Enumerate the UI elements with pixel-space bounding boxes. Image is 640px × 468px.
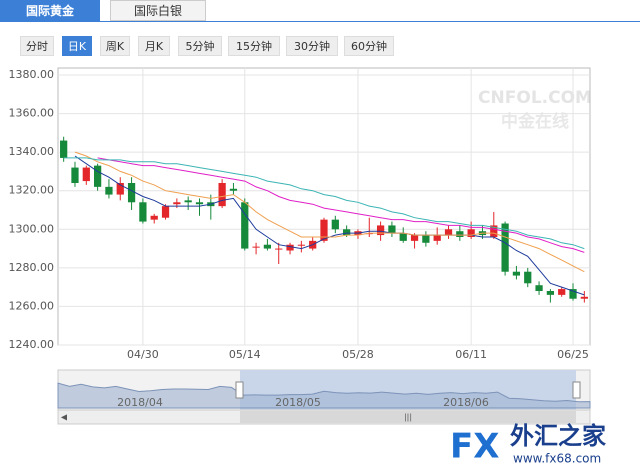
x-tick-label: 06/25 — [557, 348, 589, 361]
candle-body — [524, 271, 532, 284]
y-tick-label: 1380.00 — [9, 68, 55, 81]
watermark: 中金在线 — [501, 111, 569, 132]
candle-body — [546, 291, 555, 295]
navigator-label: 2018/05 — [275, 396, 321, 409]
candle-body — [218, 183, 226, 207]
navigator-label: 2018/06 — [443, 396, 489, 409]
candle-body — [105, 186, 113, 195]
x-tick-label: 05/28 — [342, 348, 374, 361]
candle-body — [331, 219, 339, 230]
candle-body — [422, 235, 430, 243]
candle-body — [161, 206, 170, 218]
candle-body — [569, 289, 577, 299]
candle-body — [456, 231, 464, 237]
candle-body — [195, 202, 204, 205]
candle-body — [501, 223, 509, 272]
plot-frame — [57, 67, 591, 346]
scrollbar-thumb[interactable] — [240, 411, 576, 423]
navigator-handle[interactable] — [572, 381, 581, 399]
period-button[interactable]: 月K — [138, 36, 170, 56]
candle-body — [365, 233, 373, 235]
navigator-handle[interactable] — [235, 381, 244, 399]
candle-body — [229, 188, 238, 191]
candle-body — [343, 229, 351, 236]
moving-average-line — [74, 151, 585, 273]
candle-body — [580, 296, 588, 299]
candle-body — [320, 219, 328, 241]
candle-body — [150, 215, 158, 220]
candle-body — [60, 140, 68, 158]
candle-body — [535, 285, 543, 291]
candle-body — [444, 229, 453, 236]
candle-body — [184, 200, 192, 203]
candle-body — [252, 246, 260, 248]
navigator-label: 2018/04 — [117, 396, 163, 409]
candle-body — [558, 289, 566, 295]
y-tick-label: 1240.00 — [9, 338, 55, 351]
period-button[interactable]: 周K — [100, 36, 130, 56]
x-tick-label: 05/14 — [229, 348, 261, 361]
candle-body — [399, 233, 407, 241]
candle-body — [512, 271, 521, 276]
tab[interactable]: 国际黄金 — [0, 0, 100, 21]
candle-body — [275, 248, 283, 250]
candle-body — [127, 183, 136, 203]
candle-body — [410, 235, 419, 241]
candle-body — [433, 235, 441, 241]
candle-body — [490, 225, 498, 237]
candle-body — [139, 202, 147, 222]
candle-body — [116, 183, 124, 195]
candle-body — [297, 244, 305, 246]
candle-body — [286, 244, 294, 251]
moving-average-line — [63, 157, 585, 250]
period-button[interactable]: 分时 — [20, 36, 54, 56]
navigator-area — [57, 382, 591, 409]
candle-body — [241, 202, 249, 249]
x-tick-label: 06/11 — [455, 348, 487, 361]
logo-url: www.fx68.com — [513, 452, 601, 466]
candle-body — [263, 244, 272, 249]
logo-name: 外汇之家 — [510, 422, 606, 450]
y-tick-label: 1280.00 — [9, 261, 55, 274]
y-tick-label: 1320.00 — [9, 184, 55, 197]
scroll-arrow[interactable]: ◀ — [61, 413, 68, 422]
logo-mark: FX — [450, 427, 499, 467]
candle-body — [93, 165, 102, 187]
tab[interactable]: 国际白银 — [110, 0, 206, 21]
y-tick-label: 1360.00 — [9, 107, 55, 120]
y-tick-label: 1260.00 — [9, 299, 55, 312]
moving-average-line — [97, 157, 585, 253]
period-button[interactable]: 60分钟 — [344, 36, 394, 56]
candle-body — [71, 167, 79, 183]
tab-underline — [0, 21, 640, 22]
candle-body — [82, 167, 90, 182]
watermark: CNFOL.COM — [478, 88, 592, 108]
y-tick-label: 1300.00 — [9, 222, 55, 235]
x-tick-label: 04/30 — [127, 348, 159, 361]
period-button[interactable]: 30分钟 — [286, 36, 338, 56]
candle-body — [376, 225, 385, 236]
candle-body — [173, 202, 181, 205]
period-button[interactable]: 15分钟 — [228, 36, 280, 56]
y-tick-label: 1340.00 — [9, 145, 55, 158]
period-button[interactable]: 日K — [62, 36, 92, 56]
period-button[interactable]: 5分钟 — [178, 36, 222, 56]
scroll-grip: ||| — [404, 413, 412, 422]
candle-body — [467, 229, 475, 237]
candle-body — [388, 225, 396, 234]
